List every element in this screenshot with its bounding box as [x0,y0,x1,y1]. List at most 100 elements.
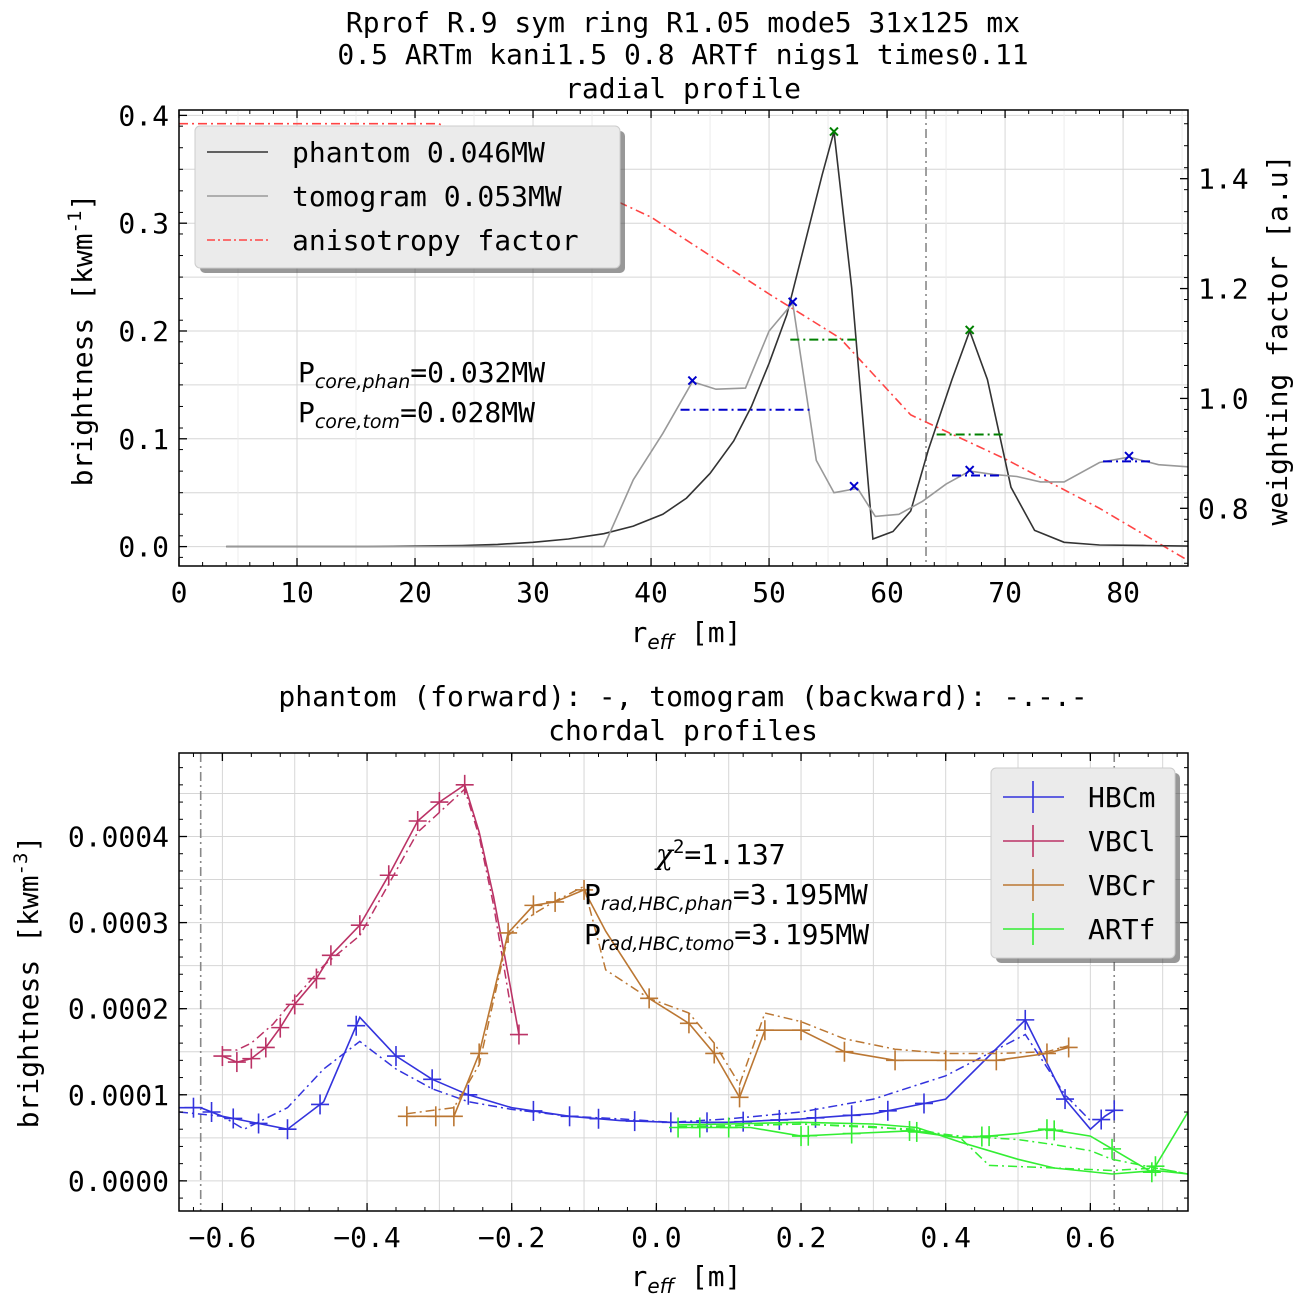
vbcr-errorbar [575,879,594,900]
legend-item-vbcr: VBCr [1003,869,1155,902]
vbcl-errorbar [379,865,398,886]
radial-ytick-label: 0.2 [118,315,169,348]
chordal-ticks: −0.6 −0.4 −0.2 0.0 0.2 0.4 0.6 0.0000 0.0001 0.00… [68,753,1188,1254]
radial-y2tick-label: 1.0 [1198,382,1249,415]
vbcr-errorbar [987,1050,1006,1071]
vbcl-errorbar [213,1046,232,1067]
radial-y2tick-label: 1.4 [1198,163,1249,196]
artf-errorbar [669,1117,688,1138]
vbcr-errorbar [705,1043,724,1064]
phantom-line [226,131,1189,548]
chordal-profiles-chart: χ2=1.137 Prad,HBC,phan=3.195MW Prad,HBC,… [10,752,1189,1298]
hbcm-errorbar [589,1108,608,1129]
p-rad-phan-annotation: Prad,HBC,phan=3.195MW [584,878,868,915]
top-title: Rprof R.9 sym ring R1.05 mode5 31x125 mx… [337,6,1028,105]
radial-ytick-label: 0.1 [118,423,169,456]
chordal-xtick-label: 0.4 [920,1221,971,1254]
vbcr-errorbar [886,1050,905,1071]
radial-ylabel-main: brightness [kwm [66,233,99,486]
hbcm-errorbar [1105,1100,1124,1121]
vbcl-errorbar [271,1017,290,1038]
radial-x-marker [964,325,975,335]
radial-xtick-label: 80 [1106,576,1140,609]
chordal-xlabel-sub: eff [647,1274,676,1298]
vbcl-errorbar [307,968,326,989]
chordal-xtick-label: 0.0 [631,1221,682,1254]
radial-xlabel-tail: [m] [674,616,741,649]
vbcl-errorbar [455,774,474,795]
top-title-line2: 0.5 ARTm kani1.5 0.8 ARTf nigs1 times0.1… [337,38,1028,71]
chordal-xlabel-main: r [630,1260,647,1293]
artf-errorbar [907,1121,926,1142]
vbcl-errorbar [509,1024,528,1045]
radial-xtick-label: 20 [398,576,432,609]
vbcr-errorbar [1059,1037,1078,1058]
radial-annotations: Pcore,phan=0.032MW Pcore,tom=0.028MW [298,356,545,433]
p-core-tom-tail: =0.028MW [400,396,535,429]
radial-xlabel-main: r [630,616,647,649]
hbcm-errorbar [202,1101,221,1122]
chi-squared-annotation: χ2=1.137 [654,836,786,871]
hbcm-errorbar [878,1100,897,1121]
vbcr-errorbar [444,1106,463,1127]
vbcr-errorbar [397,1106,416,1127]
vbcl-errorbar [256,1037,275,1058]
legend-label: HBCm [1088,781,1155,814]
vbcl-errorbar [430,792,449,813]
legend-label: VBCl [1088,825,1155,858]
radial-ylabel: brightness [kwm-1] [64,194,99,487]
vbcr-errorbar [499,922,518,943]
chordal-axes-frame [178,752,1189,1212]
chi-tail: =1.137 [684,838,785,871]
hbcm-errorbar [347,1015,366,1036]
chordal-ytick-label: 0.0004 [68,821,169,854]
chordal-xtick-label: −0.4 [333,1221,400,1254]
top-title-line3: radial profile [565,72,801,105]
radial-xtick-label: 0 [171,576,188,609]
vbcr-errorbar [546,891,565,912]
hbcm-errorbar [423,1069,442,1090]
p-core-tom-sub: core,tom [315,411,400,433]
hbcm-errorbar [278,1119,297,1140]
p-rad-tomo-tail: =3.195MW [734,918,869,951]
chordal-plot-area [178,753,1189,1211]
artf-errorbar [1037,1119,1056,1140]
legend-box [194,125,621,269]
chordal-ylabel: brightness [kwm-3] [10,836,45,1129]
bottom-title: phantom (forward): -, tomogram (backward… [278,680,1087,747]
vbcr-errorbar [792,1020,811,1041]
radial-y2label: weighting factor [a.u] [1261,155,1294,526]
legend-label: VBCr [1088,869,1155,902]
chordal-legend-items: HBCm VBCl VBCr ARTf [1003,781,1155,946]
legend-phantom-label: phantom 0.046MW [292,136,545,169]
chordal-ylabel-main: brightness [kwm [12,875,45,1128]
radial-grid [178,110,1188,566]
top-title-line1: Rprof R.9 sym ring R1.05 mode5 31x125 mx [346,6,1020,39]
radial-xtick-label: 10 [280,576,314,609]
legend-item-hbcm: HBCm [1003,781,1155,814]
hbcm-errorbar [1016,1009,1035,1030]
artf-errorbar [980,1126,999,1147]
chi-sup: 2 [673,836,684,858]
radial-profile-chart: phantom 0.046MW tomogram 0.053MW anisotr… [64,99,1294,654]
chordal-ytick-label: 0.0001 [68,1079,169,1112]
hbcm-errorbar [311,1094,330,1115]
chordal-xtick-label: −0.6 [189,1221,256,1254]
radial-y2tick-label: 0.8 [1198,492,1249,525]
artf-errorbar [1142,1162,1161,1183]
artf-errorbar [1146,1156,1165,1177]
vbcr-errorbar [470,1043,489,1064]
hbcm-errorbar [560,1106,579,1127]
artf-phantom-line [678,1111,1189,1174]
chordal-ytick-label: 0.0000 [68,1165,169,1198]
chordal-xtick-label: 0.2 [776,1221,827,1254]
vbcl-errorbar [242,1048,261,1069]
chordal-ylabel-sup: -3 [10,853,32,876]
p-core-phan-sub: core,phan [315,371,410,393]
vbcl-tomogram-line [222,787,513,1051]
p-core-phan-main: P [298,356,315,389]
radial-ytick-label: 0.3 [118,207,169,240]
vbcr-errorbar [426,1106,445,1127]
hbcm-errorbar [734,1111,753,1132]
hbcm-tomogram-line [178,1033,1091,1131]
